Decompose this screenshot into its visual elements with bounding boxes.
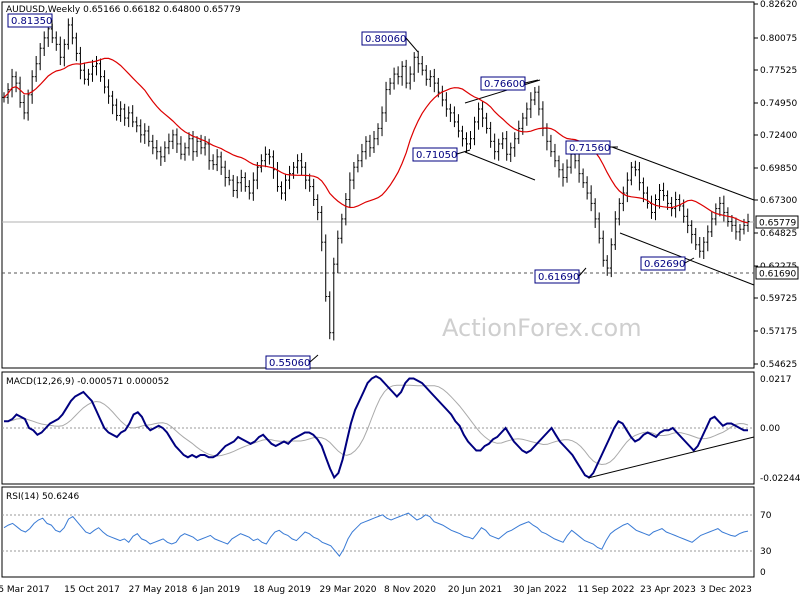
macd-signal-line bbox=[4, 384, 749, 466]
price-y-tick-label: 0.69850 bbox=[760, 164, 797, 174]
x-tick-label: 6 Jan 2019 bbox=[192, 585, 240, 595]
price-y-tick-label: 0.67300 bbox=[760, 196, 797, 206]
annotation-connector bbox=[405, 37, 419, 53]
moving-average-line bbox=[3, 57, 749, 224]
annotation-connector bbox=[309, 354, 319, 363]
annotation-connector bbox=[524, 79, 539, 84]
macd-header: MACD(12,26,9) -0.000571 0.000052 bbox=[6, 377, 169, 387]
price-panel bbox=[1, 1, 755, 369]
annotation-box bbox=[534, 269, 580, 284]
rsi-panel bbox=[1, 486, 755, 578]
price-y-tick-label: 0.77525 bbox=[760, 66, 797, 76]
price-annotations: 0.81350 0.80060 0.76600 0.71050 0.71560 0.626… bbox=[7, 13, 695, 370]
annotation-label: 0.55060 bbox=[269, 358, 310, 369]
x-tick-label: 30 Jan 2022 bbox=[513, 585, 567, 595]
x-tick-label: 27 May 2018 bbox=[129, 585, 188, 595]
x-tick-label: 11 Sep 2022 bbox=[577, 585, 634, 595]
svg-text:0.61690: 0.61690 bbox=[759, 270, 796, 280]
price-y-tick-label: 0.59725 bbox=[760, 294, 797, 304]
x-tick-label: 3 Dec 2023 bbox=[700, 585, 752, 595]
rsi-line bbox=[3, 512, 749, 557]
price-y-tick-label: 0.82620 bbox=[760, 0, 797, 10]
annotation-label: 0.81350 bbox=[11, 16, 52, 27]
macd-y-tick-label: 0.0217 bbox=[760, 375, 792, 385]
price-y-tick-label: 0.54625 bbox=[760, 360, 797, 370]
price-y-tick-label: 0.57175 bbox=[760, 327, 797, 337]
annotation-connector bbox=[684, 257, 695, 264]
channel-upper-line bbox=[611, 146, 755, 201]
macd-y-axis: 0.0217 0.00 -0.022445 bbox=[760, 375, 800, 484]
macd-y-tick-label: -0.022445 bbox=[760, 474, 800, 484]
macd-y-tick-label: 0.00 bbox=[760, 424, 780, 434]
annotation-label: 0.76600 bbox=[484, 79, 525, 90]
macd-trend-line bbox=[587, 436, 755, 479]
price-header: AUDUSD,Weekly 0.65166 0.66182 0.64800 0.… bbox=[6, 5, 241, 15]
price-y-tick-label: 0.72400 bbox=[760, 131, 797, 141]
trend-line-bottom-2021 bbox=[464, 151, 536, 181]
x-tick-label: 15 Oct 2017 bbox=[64, 585, 120, 595]
rsi-y-tick-label: 30 bbox=[760, 547, 772, 557]
annotation-box bbox=[265, 355, 311, 370]
annotation-label: 0.71560 bbox=[569, 143, 610, 154]
x-tick-label: 23 Apr 2023 bbox=[640, 585, 696, 595]
trend-line-top-2021 bbox=[464, 79, 541, 104]
annotation-connector bbox=[578, 267, 587, 277]
support-level-tag: 0.61690 bbox=[755, 266, 799, 280]
price-y-tick-label: 0.74950 bbox=[760, 99, 797, 109]
svg-text:0.65779: 0.65779 bbox=[759, 219, 796, 229]
x-axis: 5 Mar 2017 15 Oct 2017 27 May 2018 6 Jan 20… bbox=[0, 585, 752, 595]
rsi-header: RSI(14) 50.6246 bbox=[6, 492, 79, 502]
x-tick-label: 8 Nov 2020 bbox=[384, 585, 436, 595]
current-price-tag: 0.65779 bbox=[755, 215, 799, 229]
annotation-connector bbox=[456, 149, 471, 155]
price-y-tick-label: 0.64825 bbox=[760, 229, 797, 239]
annotation-label: 0.71050 bbox=[416, 150, 457, 161]
rsi-y-tick-label: 0 bbox=[760, 568, 766, 578]
x-tick-label: 29 Mar 2020 bbox=[319, 585, 376, 595]
rsi-y-tick-label: 70 bbox=[760, 511, 772, 521]
watermark: ActionForex.com bbox=[442, 314, 642, 342]
price-bars bbox=[2, 17, 750, 341]
annotation-label: 0.80060 bbox=[365, 34, 406, 45]
annotation-label: 0.62690 bbox=[644, 259, 685, 270]
rsi-y-axis: 70 30 0 bbox=[760, 511, 772, 578]
annotation-box bbox=[640, 256, 686, 271]
annotation-box bbox=[412, 147, 458, 162]
x-tick-label: 20 Jun 2021 bbox=[448, 585, 502, 595]
annotation-label: 0.61690 bbox=[538, 272, 579, 283]
price-y-axis: 0.82620 0.80075 0.77525 0.74950 0.72400 0.698… bbox=[754, 0, 797, 370]
x-tick-label: 18 Aug 2019 bbox=[253, 585, 311, 595]
annotation-box bbox=[480, 76, 526, 91]
macd-line bbox=[4, 375, 748, 480]
x-tick-label: 5 Mar 2017 bbox=[0, 585, 50, 595]
price-y-tick-label: 0.80075 bbox=[760, 34, 797, 44]
channel-lower-line bbox=[619, 232, 755, 286]
